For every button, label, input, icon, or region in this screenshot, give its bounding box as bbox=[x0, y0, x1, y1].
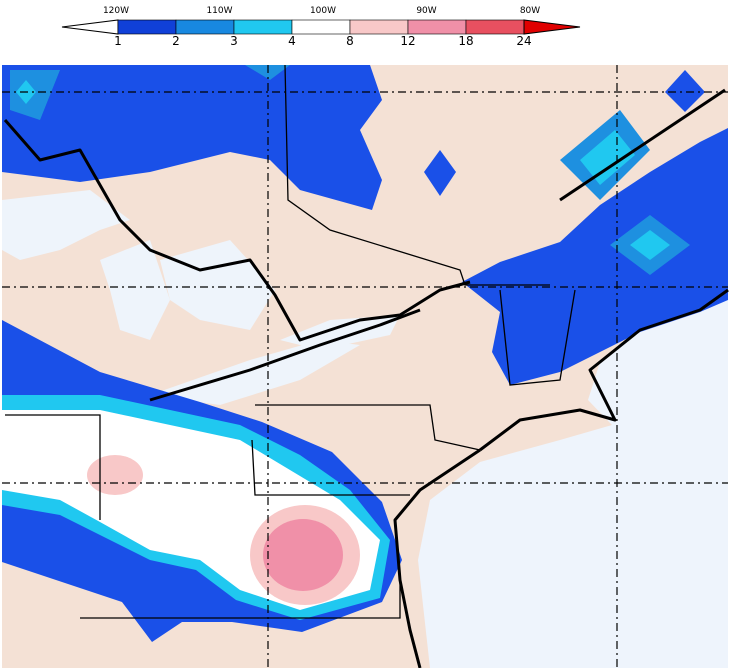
longitude-labels: 120W 110W 100W 90W 80W bbox=[103, 6, 540, 16]
colorbar-label: 2 bbox=[172, 34, 180, 48]
lake bbox=[160, 240, 275, 330]
state-border bbox=[499, 289, 576, 386]
precip-blue bbox=[665, 70, 705, 112]
state-border bbox=[80, 575, 401, 619]
colorbar-label: 18 bbox=[458, 34, 473, 48]
colorbar-label: 8 bbox=[346, 34, 354, 48]
colorbar-arrow bbox=[61, 19, 119, 35]
ocean bbox=[418, 290, 728, 668]
colorbar-segment bbox=[233, 19, 293, 35]
precip-cyan bbox=[10, 70, 60, 120]
state-border bbox=[255, 404, 481, 451]
precip-pink-light bbox=[87, 455, 143, 495]
precip-pink bbox=[263, 519, 343, 591]
longitude-label: 90W bbox=[416, 6, 436, 16]
colorbar-label: 24 bbox=[516, 34, 531, 48]
colorbar-label: 4 bbox=[288, 34, 296, 48]
colorbar-segment bbox=[175, 19, 235, 35]
lake bbox=[150, 340, 360, 405]
precip-blue bbox=[462, 128, 728, 385]
coastline bbox=[479, 288, 729, 452]
state-border bbox=[5, 414, 101, 520]
state-border bbox=[251, 439, 410, 496]
longitude-label: 120W bbox=[103, 6, 129, 16]
colorbar-segment bbox=[117, 19, 177, 35]
coastline bbox=[149, 308, 421, 402]
longitude-label: 100W bbox=[310, 6, 336, 16]
precip-blue bbox=[424, 150, 456, 196]
lake bbox=[280, 315, 400, 350]
colorbar-label: 1 bbox=[114, 34, 122, 48]
coastline bbox=[3, 119, 471, 342]
colorbar-arrow bbox=[523, 19, 581, 35]
lake bbox=[100, 240, 170, 340]
colorbar-segment bbox=[407, 19, 467, 35]
coastline bbox=[559, 88, 726, 202]
precip-cyan bbox=[580, 130, 635, 185]
map-area bbox=[2, 64, 729, 668]
colorbar-label: 3 bbox=[230, 34, 238, 48]
state-border bbox=[284, 64, 550, 286]
lake bbox=[2, 190, 130, 260]
precip-cyan bbox=[630, 230, 670, 260]
colorbar-segment bbox=[465, 19, 525, 35]
longitude-label: 80W bbox=[520, 6, 540, 16]
colorbar-segment bbox=[291, 19, 351, 35]
colorbar: 1 2 3 4 8 12 18 24 bbox=[61, 19, 581, 48]
colorbar-segment bbox=[349, 19, 409, 35]
longitude-label: 110W bbox=[206, 6, 232, 16]
colorbar-label: 12 bbox=[400, 34, 415, 48]
